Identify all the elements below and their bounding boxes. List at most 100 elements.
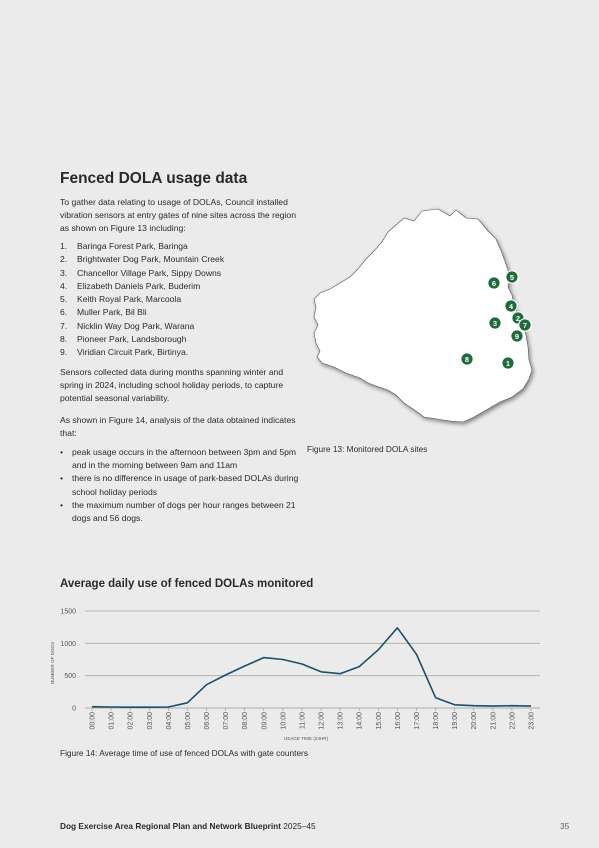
marker-label: 1 (506, 359, 510, 368)
intro-paragraph: To gather data relating to usage of DOLA… (60, 197, 296, 234)
x-tick-label: 10:00 (280, 712, 287, 730)
park-name: Chancellor Village Park, Sippy Downs (77, 267, 222, 278)
marker-label: 6 (492, 279, 496, 288)
park-name: Elizabeth Daniels Park, Buderim (77, 280, 201, 291)
list-item: 6. Muller Park, Bil Bli (60, 306, 300, 319)
list-number: 9. (60, 347, 68, 357)
marker-label: 3 (493, 319, 497, 328)
list-item: • there is no difference in usage of park… (60, 472, 300, 498)
list-item: 5. Keith Royal Park, Marcoola (60, 293, 300, 306)
marker-label: 5 (510, 273, 514, 282)
list-item: 1. Baringa Forest Park, Baringa (60, 240, 300, 253)
park-name: Viridian Circuit Park, Birtinya. (77, 347, 189, 357)
x-tick-label: 12:00 (319, 712, 326, 730)
region-map-svg: 1 2 3 4 5 6 7 8 (313, 208, 533, 423)
x-tick-label: 21:00 (490, 712, 497, 730)
footer-title-years: 2025–45 (281, 821, 316, 831)
region-shape (313, 208, 533, 423)
y-tick-label: 1000 (60, 641, 76, 648)
x-tick-label: 22:00 (509, 712, 516, 730)
map-marker[interactable]: 5 (505, 270, 519, 284)
findings-list: • peak usage occurs in the afternoon betw… (60, 446, 300, 525)
list-number: 4. (60, 280, 68, 291)
x-tick-label: 00:00 (90, 712, 97, 730)
x-tick-label: 05:00 (185, 712, 192, 730)
park-name: Nicklin Way Dog Park, Warana (77, 320, 195, 331)
x-tick-label: 02:00 (128, 712, 135, 730)
section-title: Fenced DOLA usage data (60, 170, 248, 187)
x-tick-label: 15:00 (376, 712, 383, 730)
x-tick-label: 01:00 (109, 712, 116, 730)
footer-title: Dog Exercise Area Regional Plan and Netw… (60, 821, 316, 831)
marker-label: 7 (523, 321, 527, 330)
y-axis-label: NUMBER OF DOGS (50, 642, 55, 684)
x-tick-label: 04:00 (166, 712, 173, 730)
figure-14-caption: Figure 14: Average time of use of fenced… (60, 748, 308, 758)
sensors-paragraph: Sensors collected data during months spa… (60, 367, 284, 404)
map-marker[interactable]: 9 (510, 329, 524, 343)
park-name: Keith Royal Park, Marcoola (77, 294, 182, 304)
chart-title: Average daily use of fenced DOLAs monito… (60, 578, 314, 590)
marker-label: 4 (509, 302, 514, 311)
x-tick-label: 23:00 (529, 712, 536, 730)
y-tick-label: 0 (72, 706, 76, 713)
park-name: Pioneer Park, Landsborough (77, 333, 187, 344)
page-number: 35 (560, 821, 570, 831)
x-tick-label: 16:00 (395, 712, 402, 730)
x-tick-label: 19:00 (452, 712, 459, 730)
x-tick-label: 18:00 (433, 712, 440, 730)
marker-label: 2 (516, 314, 520, 323)
usage-chart: 0 500 1000 1500 00:00 01:00 02:00 03:00 04:00 05… (40, 600, 550, 745)
bullet-icon: • (60, 447, 64, 457)
x-tick-label: 07:00 (223, 712, 230, 730)
region-map: 1 2 3 4 5 6 7 8 (300, 195, 545, 440)
park-name: Muller Park, Bil Bli (77, 307, 147, 318)
marker-label: 8 (465, 355, 469, 364)
map-marker[interactable]: 3 (488, 316, 502, 330)
list-item: 4. Elizabeth Daniels Park, Buderim (60, 280, 300, 293)
list-item: • the maximum number of dogs per hour ran… (60, 499, 300, 525)
list-number: 2. (60, 254, 68, 265)
x-tick-label: 06:00 (204, 712, 211, 730)
usage-chart-svg: 0 500 1000 1500 00:00 01:00 02:00 03:00 04:00 05… (50, 609, 540, 741)
figure-13-caption: Figure 13: Monitored DOLA sites (307, 444, 428, 454)
analysis-paragraph: As shown in Figure 14, analysis of the d… (60, 415, 296, 439)
series-line (91, 626, 532, 708)
list-item: 7. Nicklin Way Dog Park, Warana (60, 320, 300, 333)
x-axis-label: USAGE TIME (24HR) (284, 736, 329, 741)
finding-text: there is no difference in usage of park-… (72, 473, 299, 497)
map-marker[interactable]: 1 (501, 356, 515, 370)
finding-text: the maximum number of dogs per hour rang… (72, 499, 296, 524)
x-tick-label: 20:00 (471, 712, 478, 730)
list-number: 5. (60, 294, 68, 304)
park-name: Baringa Forest Park, Baringa (77, 241, 188, 251)
map-marker[interactable]: 8 (460, 352, 474, 366)
y-tick-label: 500 (64, 673, 76, 680)
x-tick-label: 17:00 (414, 712, 421, 730)
y-tick-label: 1500 (60, 609, 76, 616)
marker-label: 9 (515, 332, 519, 341)
bullet-icon: • (60, 473, 64, 484)
list-item: • peak usage occurs in the afternoon betw… (60, 446, 300, 472)
list-number: 3. (60, 267, 68, 278)
finding-text: peak usage occurs in the afternoon betwe… (72, 447, 297, 471)
list-number: 7. (60, 320, 68, 331)
footer-title-main: Dog Exercise Area Regional Plan and Netw… (60, 821, 281, 831)
park-name: Brightwater Dog Park, Mountain Creek (77, 254, 225, 265)
park-list: 1. Baringa Forest Park, Baringa 2. Brightw… (60, 240, 300, 359)
list-item: 8. Pioneer Park, Landsborough (60, 333, 300, 346)
list-item: 9. Viridian Circuit Park, Birtinya. (60, 346, 300, 359)
list-number: 1. (60, 241, 68, 251)
map-marker[interactable]: 4 (504, 299, 518, 313)
x-tick-label: 11:00 (299, 712, 306, 729)
map-marker[interactable]: 6 (487, 276, 501, 290)
x-tick-label: 03:00 (147, 712, 154, 730)
list-number: 8. (60, 333, 68, 344)
x-tick-label: 08:00 (242, 712, 249, 730)
x-tick-label: 13:00 (338, 712, 345, 730)
list-item: 3. Chancellor Village Park, Sippy Downs (60, 267, 300, 280)
list-number: 6. (60, 307, 68, 318)
map-marker[interactable]: 7 (518, 318, 532, 332)
x-tick-label: 14:00 (357, 712, 364, 730)
bullet-icon: • (60, 499, 64, 510)
